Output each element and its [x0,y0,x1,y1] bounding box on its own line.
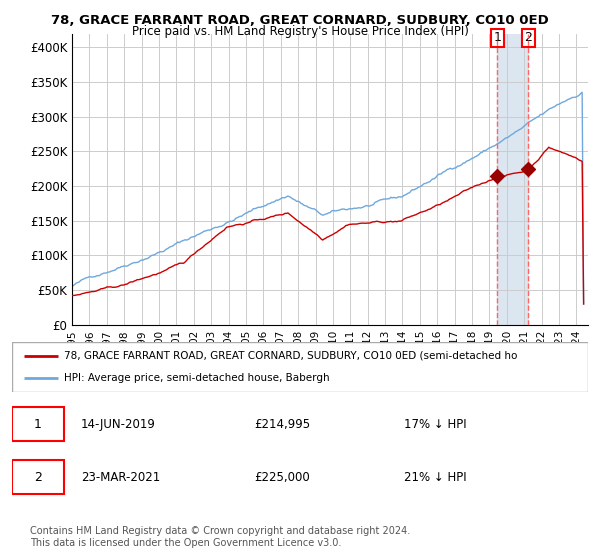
Text: 17% ↓ HPI: 17% ↓ HPI [404,418,466,431]
FancyBboxPatch shape [12,342,588,392]
FancyBboxPatch shape [12,460,64,494]
Text: £225,000: £225,000 [254,471,310,484]
Text: 78, GRACE FARRANT ROAD, GREAT CORNARD, SUDBURY, CO10 0ED (semi-detached ho: 78, GRACE FARRANT ROAD, GREAT CORNARD, S… [64,351,517,361]
Text: 2: 2 [524,31,532,44]
Text: 21% ↓ HPI: 21% ↓ HPI [404,471,466,484]
Text: 78, GRACE FARRANT ROAD, GREAT CORNARD, SUDBURY, CO10 0ED: 78, GRACE FARRANT ROAD, GREAT CORNARD, S… [51,14,549,27]
Text: 2: 2 [34,471,42,484]
Point [523,164,533,173]
Text: 1: 1 [34,418,42,431]
Text: Contains HM Land Registry data © Crown copyright and database right 2024.
This d: Contains HM Land Registry data © Crown c… [30,526,410,548]
Text: 23-MAR-2021: 23-MAR-2021 [81,471,160,484]
Text: HPI: Average price, semi-detached house, Babergh: HPI: Average price, semi-detached house,… [64,373,329,383]
Bar [497,34,528,325]
Text: 1: 1 [493,31,501,44]
FancyBboxPatch shape [12,407,64,441]
Text: £214,995: £214,995 [254,418,310,431]
Text: 14-JUN-2019: 14-JUN-2019 [81,418,156,431]
Point [493,171,502,180]
Text: Price paid vs. HM Land Registry's House Price Index (HPI): Price paid vs. HM Land Registry's House … [131,25,469,38]
